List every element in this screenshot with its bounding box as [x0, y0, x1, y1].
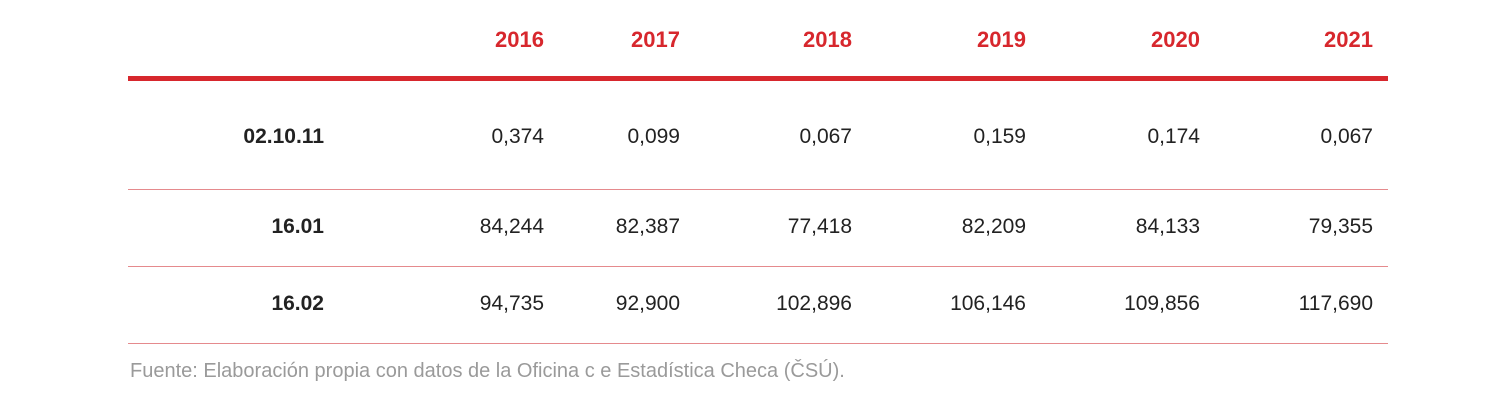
table-cell: 92,900	[615, 292, 680, 315]
table-row: 16.02 94,735 92,900 102,896 106,146 109,…	[128, 267, 1388, 344]
row-label: 02.10.11	[243, 125, 324, 148]
table-cell: 0,159	[973, 125, 1026, 148]
column-header-2017: 2017	[631, 27, 680, 52]
table-cell: 117,690	[1298, 292, 1373, 315]
row-label: 16.01	[271, 215, 324, 238]
table-cell: 84,244	[479, 215, 544, 238]
row-label: 16.02	[271, 292, 324, 315]
table-header-row: 2016 2017 2018 2019 2020 2021	[128, 0, 1388, 81]
data-table: 2016 2017 2018 2019 2020 2021 02.10.11 0…	[128, 0, 1388, 344]
table-cell: 102,896	[776, 292, 852, 315]
table-cell: 0,174	[1147, 125, 1200, 148]
table-cell: 0,067	[799, 125, 852, 148]
column-header-2021: 2021	[1324, 27, 1373, 52]
table-cell: 106,146	[950, 292, 1026, 315]
table-row: 16.01 84,244 82,387 77,418 82,209 84,133…	[128, 190, 1388, 267]
table-cell: 84,133	[1135, 215, 1200, 238]
table-cell: 109,856	[1124, 292, 1200, 315]
column-header-2019: 2019	[977, 27, 1026, 52]
table-cell: 0,099	[627, 125, 680, 148]
source-note: Fuente: Elaboración propia con datos de …	[130, 360, 845, 382]
column-header-2018: 2018	[803, 27, 852, 52]
table-cell: 0,374	[491, 125, 544, 148]
column-header-2020: 2020	[1151, 27, 1200, 52]
table-cell: 82,387	[615, 215, 680, 238]
table-cell: 77,418	[787, 215, 852, 238]
table-row: 02.10.11 0,374 0,099 0,067 0,159 0,174 0…	[128, 81, 1388, 190]
column-header-2016: 2016	[495, 27, 544, 52]
table-cell: 79,355	[1308, 215, 1373, 238]
table-cell: 82,209	[961, 215, 1026, 238]
table-cell: 94,735	[479, 292, 544, 315]
table-cell: 0,067	[1320, 125, 1373, 148]
